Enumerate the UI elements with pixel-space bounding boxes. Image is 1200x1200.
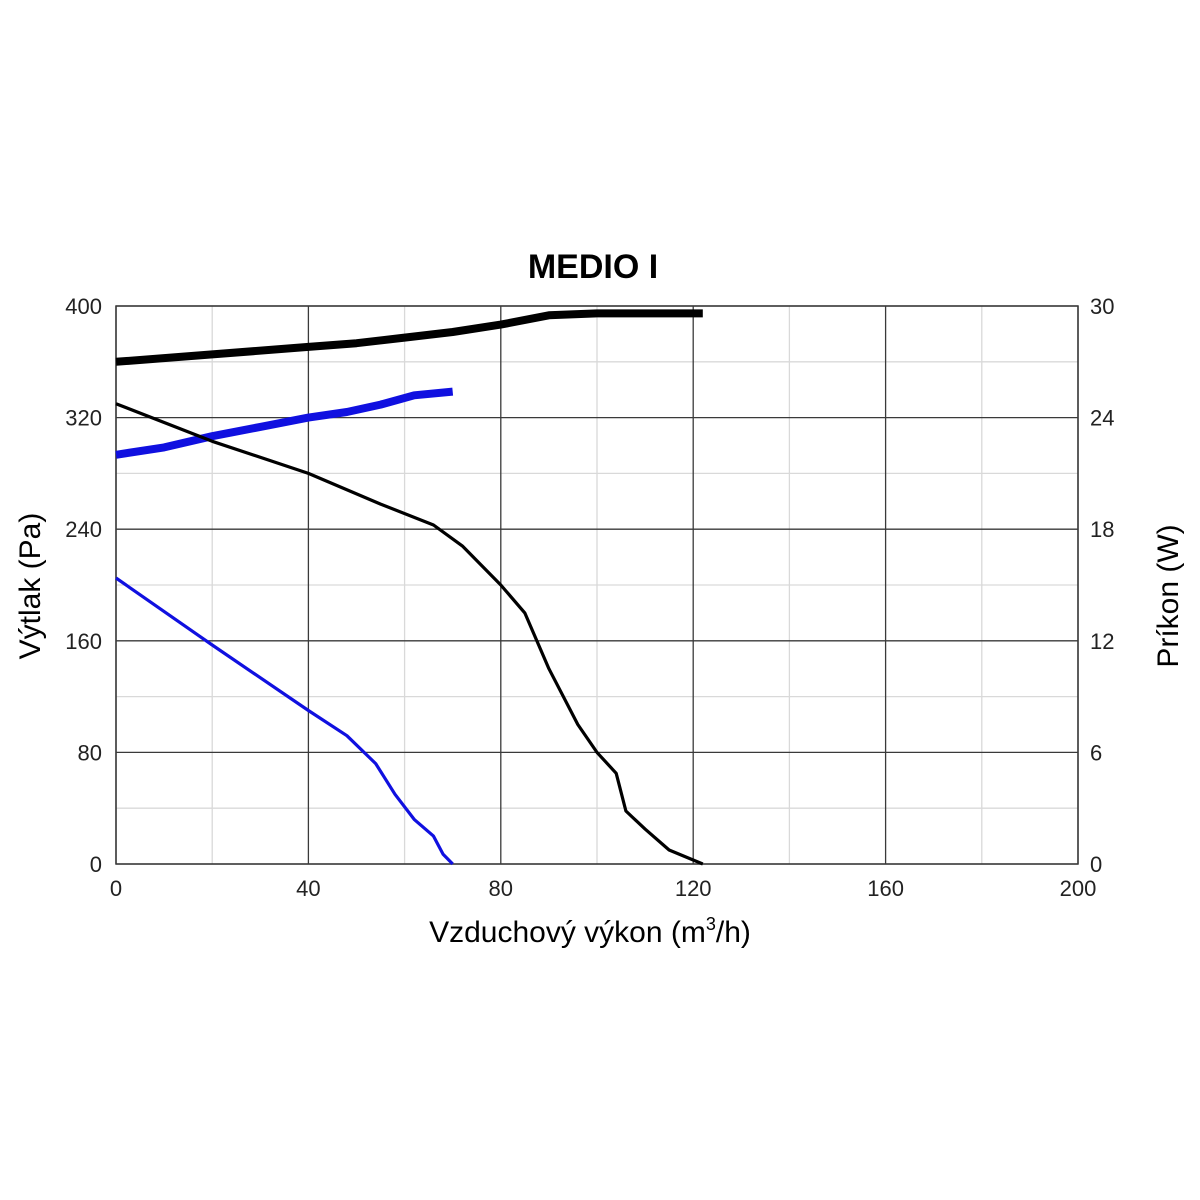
x-tick-label: 200	[1060, 876, 1097, 901]
pressure-curve-blue	[115, 576, 454, 866]
y-right-tick-label: 30	[1090, 294, 1114, 319]
x-axis-label: Vzduchový výkon (m3/h)	[429, 914, 751, 949]
power-curve-blue	[115, 387, 454, 459]
y-right-tick-label: 6	[1090, 740, 1102, 765]
y-right-tick-label: 0	[1090, 852, 1102, 877]
y-left-tick-label: 0	[90, 852, 102, 877]
x-axis-label-main: Vzduchový výkon (m	[429, 916, 706, 949]
minor-gridlines	[116, 306, 1078, 864]
y-axis-right-label: Príkon (W)	[1152, 524, 1185, 667]
y-left-tick-label: 320	[65, 406, 102, 431]
y-left-tick-label: 240	[65, 517, 102, 542]
chart-title: MEDIO I	[528, 248, 658, 286]
x-tick-label: 160	[867, 876, 904, 901]
y-left-tick-label: 400	[65, 294, 102, 319]
x-tick-label: 80	[489, 876, 513, 901]
x-axis-label-superscript: 3	[706, 914, 716, 934]
pressure-curve-black	[115, 402, 704, 866]
y-left-tick-label: 80	[78, 740, 102, 765]
y-right-tick-label: 18	[1090, 517, 1114, 542]
y-left-tick-label: 160	[65, 629, 102, 654]
plot-frame	[115, 305, 1079, 865]
series-layer	[115, 309, 704, 866]
x-axis-label-suffix: /h)	[716, 916, 751, 949]
x-tick-label: 120	[675, 876, 712, 901]
y-right-tick-label: 24	[1090, 406, 1114, 431]
x-tick-label: 0	[110, 876, 122, 901]
power-curve-black	[115, 309, 703, 366]
x-tick-label: 40	[296, 876, 320, 901]
y-axis-left-label: Výtlak (Pa)	[14, 513, 47, 660]
y-right-tick-label: 12	[1090, 629, 1114, 654]
